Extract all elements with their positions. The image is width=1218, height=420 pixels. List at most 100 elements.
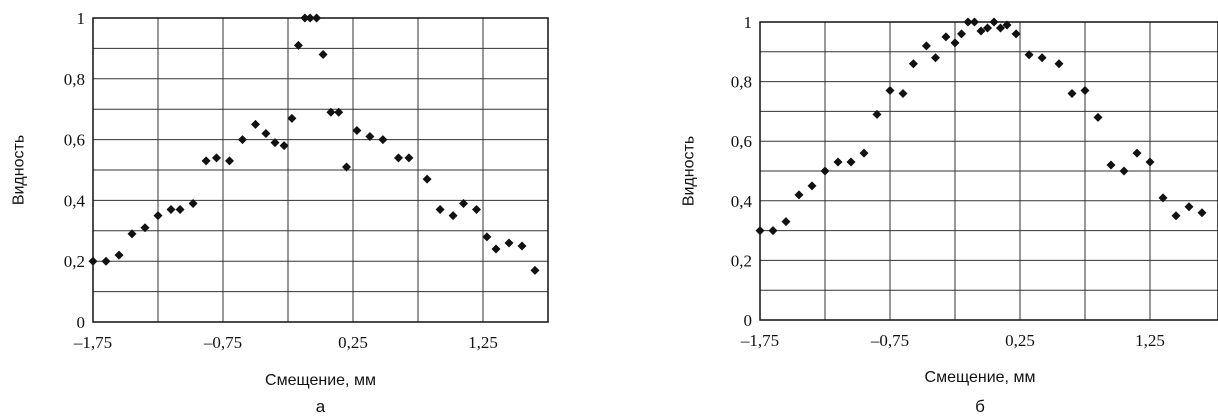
data-point bbox=[908, 59, 918, 69]
data-point bbox=[459, 198, 468, 208]
data-point bbox=[1184, 202, 1194, 212]
data-point bbox=[114, 250, 124, 260]
y-tick-label: 0,6 bbox=[64, 131, 85, 150]
data-point bbox=[846, 157, 856, 167]
data-point bbox=[448, 211, 458, 221]
data-point bbox=[1093, 112, 1103, 122]
data-point bbox=[941, 32, 951, 42]
data-point bbox=[238, 135, 247, 145]
data-point bbox=[859, 148, 869, 158]
data-point bbox=[1054, 59, 1064, 69]
data-point bbox=[326, 107, 336, 117]
data-point bbox=[1002, 20, 1012, 30]
data-point bbox=[950, 38, 960, 48]
data-point bbox=[820, 166, 830, 176]
data-point bbox=[212, 153, 221, 163]
x-tick-label: –0,75 bbox=[203, 333, 242, 352]
data-point bbox=[472, 205, 481, 215]
data-point bbox=[931, 53, 940, 63]
x-tick-label: –1,75 bbox=[73, 333, 112, 352]
x-tick-label: –1,75 bbox=[740, 331, 779, 350]
data-point bbox=[188, 198, 198, 208]
chart-panel-a: 0 0,2 0,4 0,6 0,8 1 –1,75 –0,75 0,25 1,25 Смещение… bbox=[11, 9, 549, 416]
x-tick-label: 1,25 bbox=[1135, 331, 1165, 350]
data-point bbox=[312, 13, 322, 23]
data-point bbox=[261, 129, 271, 139]
y-tick-label: 0,2 bbox=[731, 251, 752, 270]
panel-label: б bbox=[975, 397, 985, 416]
data-point bbox=[768, 226, 778, 236]
data-point bbox=[394, 153, 403, 163]
data-point bbox=[1145, 157, 1155, 167]
data-point bbox=[318, 49, 328, 59]
plot-frame bbox=[759, 21, 1218, 321]
data-point bbox=[342, 162, 351, 172]
x-tick-label: 0,25 bbox=[338, 333, 368, 352]
vertical-grid bbox=[157, 18, 484, 322]
data-point bbox=[365, 132, 375, 142]
x-tick-label: 1,25 bbox=[468, 333, 498, 352]
data-point bbox=[153, 211, 163, 221]
data-point bbox=[166, 205, 176, 215]
data-point bbox=[435, 205, 445, 215]
data-point bbox=[989, 17, 999, 27]
data-point bbox=[807, 181, 817, 191]
data-point bbox=[279, 141, 289, 151]
x-tick-label: 0,25 bbox=[1005, 331, 1035, 350]
data-point bbox=[378, 135, 388, 145]
data-point bbox=[504, 238, 514, 248]
data-point bbox=[517, 241, 527, 251]
data-point bbox=[872, 109, 882, 119]
x-axis-title: Смещение, мм bbox=[265, 372, 376, 389]
data-point bbox=[1037, 53, 1047, 63]
data-point bbox=[1119, 166, 1129, 176]
data-point bbox=[352, 125, 362, 135]
data-point bbox=[225, 156, 234, 166]
data-point bbox=[305, 13, 315, 23]
y-tick-label: 0,6 bbox=[731, 132, 752, 151]
data-point bbox=[1080, 86, 1090, 96]
data-point bbox=[404, 153, 414, 163]
data-point bbox=[1171, 211, 1181, 221]
data-point bbox=[970, 17, 979, 27]
data-point bbox=[794, 190, 804, 200]
data-point bbox=[921, 41, 931, 51]
data-point bbox=[1197, 208, 1207, 218]
horizontal-grid bbox=[93, 47, 548, 293]
data-point bbox=[175, 205, 185, 215]
data-point bbox=[983, 23, 992, 33]
data-point bbox=[334, 107, 344, 117]
data-point bbox=[755, 226, 765, 236]
data-point bbox=[957, 29, 966, 39]
data-point bbox=[88, 256, 98, 266]
data-point bbox=[781, 217, 791, 227]
y-tick-label: 0,4 bbox=[731, 192, 753, 211]
x-axis-title: Смещение, мм bbox=[925, 369, 1036, 386]
horizontal-grid bbox=[760, 51, 1218, 291]
data-point bbox=[1106, 160, 1116, 170]
data-point bbox=[270, 138, 280, 148]
y-tick-label: 0 bbox=[744, 311, 753, 330]
data-point bbox=[1024, 50, 1034, 60]
chart-panel-b: 0 0,2 0,4 0,6 0,8 1 –1,75 –0,75 0,25 1,25 Смещение… bbox=[681, 13, 1218, 416]
data-point bbox=[1011, 29, 1021, 39]
data-point bbox=[898, 89, 908, 99]
y-tick-label: 0,8 bbox=[731, 73, 752, 92]
y-axis-title: Видность bbox=[681, 136, 698, 206]
data-point bbox=[101, 256, 111, 266]
data-point bbox=[996, 23, 1005, 33]
x-tick-label: –0,75 bbox=[870, 331, 909, 350]
data-point bbox=[885, 86, 895, 96]
data-point bbox=[422, 174, 432, 184]
y-tick-label: 0,4 bbox=[64, 191, 86, 210]
y-tick-label: 0,8 bbox=[64, 70, 85, 89]
data-point bbox=[300, 13, 310, 23]
data-point bbox=[530, 265, 540, 275]
y-tick-label: 0,2 bbox=[64, 252, 85, 271]
data-point bbox=[833, 157, 843, 167]
data-point bbox=[293, 40, 303, 50]
data-point bbox=[140, 223, 150, 233]
data-point bbox=[1067, 89, 1077, 99]
panel-label: а bbox=[316, 397, 326, 416]
